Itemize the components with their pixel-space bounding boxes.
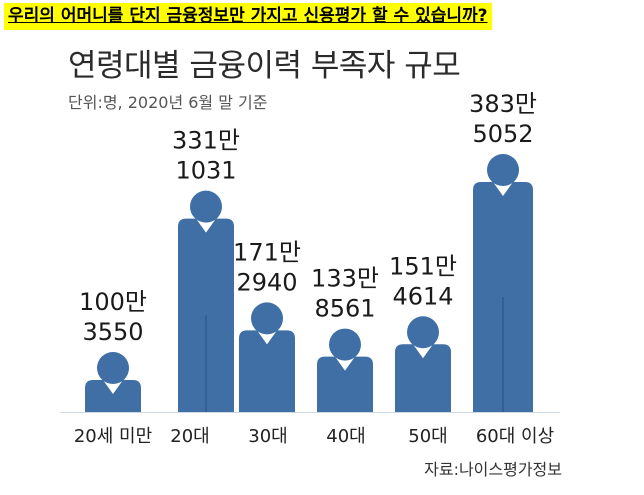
value-label-low-1: 1031 [175, 157, 236, 185]
category-label-2: 30대 [248, 426, 287, 447]
value-label-high-5: 383만 [469, 90, 537, 118]
value-label-high-3: 133만 [311, 265, 379, 293]
value-label-high-0: 100만 [79, 288, 147, 316]
value-label-low-5: 5052 [472, 120, 533, 148]
category-label-5: 60대 이상 [476, 426, 554, 447]
bar-head-4 [407, 316, 439, 349]
bar-4 [395, 344, 451, 412]
bar-head-5 [487, 154, 519, 186]
bar-head-2 [251, 302, 283, 335]
category-label-4: 50대 [408, 426, 447, 447]
value-label-high-2: 171만 [233, 238, 301, 266]
category-label-1: 20대 [170, 426, 209, 447]
headline: 우리의 어머니를 단지 금융정보만 가지고 신용평가 할 수 있습니까? [4, 3, 492, 30]
value-label-low-0: 3550 [82, 318, 143, 346]
bar-head-3 [329, 328, 361, 361]
bar-0 [85, 380, 141, 412]
bar-head-0 [97, 352, 129, 384]
chart-title: 연령대별 금융이력 부족자 규모 [68, 48, 461, 84]
category-label-0: 20세 미만 [74, 426, 152, 447]
value-label-high-1: 331만 [172, 127, 240, 155]
value-label-low-3: 8561 [314, 295, 375, 323]
value-label-low-4: 4614 [392, 282, 453, 310]
category-label-3: 40대 [326, 426, 365, 447]
bar-3 [317, 356, 373, 412]
source-note: 자료:나이스평가정보 [424, 460, 562, 479]
bar-head-1 [190, 190, 222, 223]
bar-2 [239, 330, 295, 412]
value-label-high-4: 151만 [389, 252, 457, 280]
value-label-low-2: 2940 [236, 268, 297, 296]
chart-subtitle: 단위:명, 2020년 6월 말 기준 [68, 93, 268, 112]
